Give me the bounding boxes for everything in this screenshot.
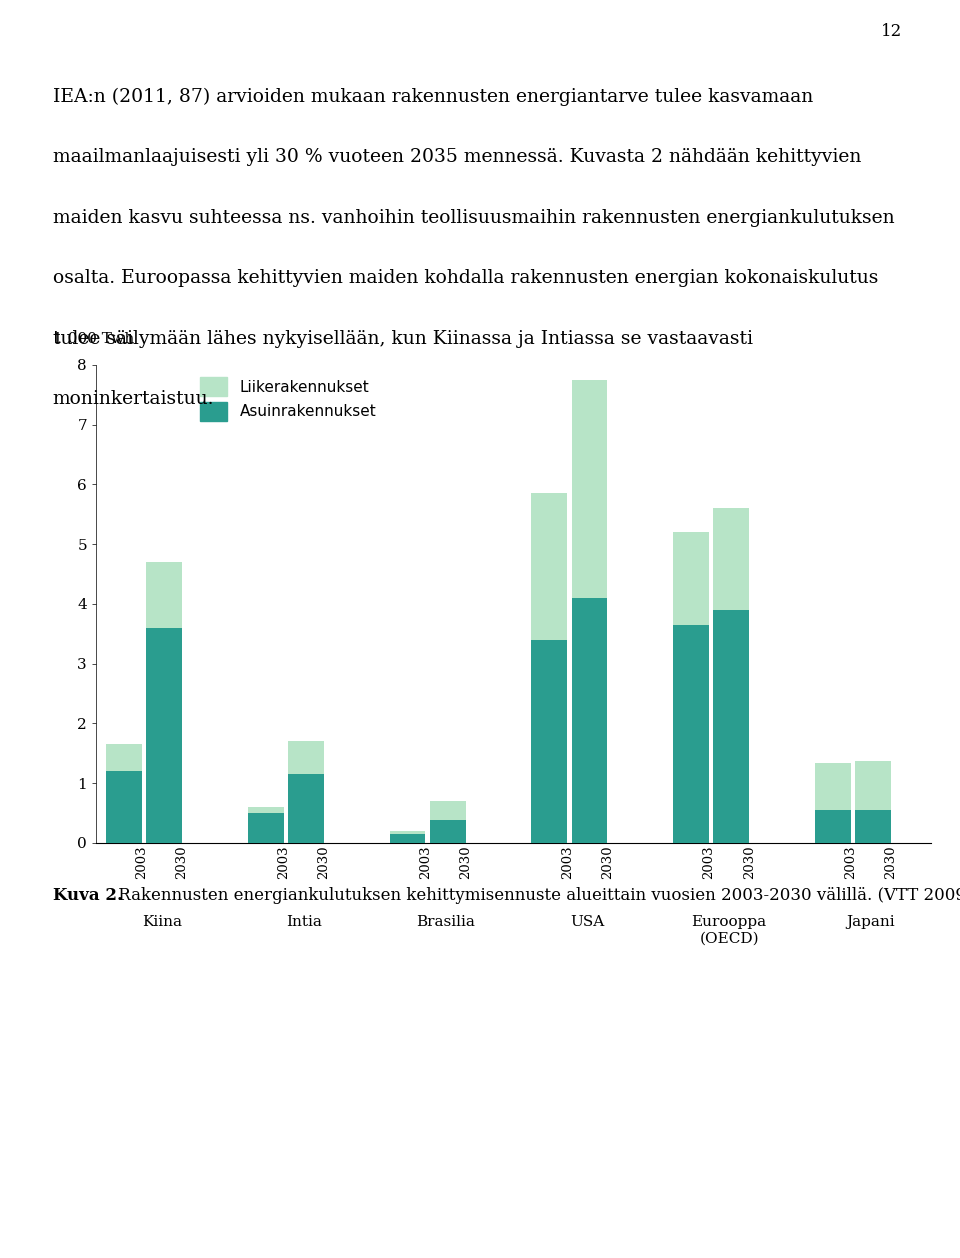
Bar [855, 810, 891, 843]
Text: tulee säilymään lähes nykyisellään, kun Kiinassa ja Intiassa se vastaavasti: tulee säilymään lähes nykyisellään, kun … [53, 330, 753, 347]
Bar [815, 810, 851, 843]
Text: Japani: Japani [847, 915, 896, 930]
Bar [713, 508, 749, 610]
Text: USA: USA [570, 915, 605, 930]
Text: Brasilia: Brasilia [416, 915, 475, 930]
Text: 12: 12 [881, 23, 902, 40]
Bar [106, 771, 142, 843]
Text: Rakennusten energiankulutuksen kehittymisennuste alueittain vuosien 2003-2030 vä: Rakennusten energiankulutuksen kehittymi… [113, 887, 960, 905]
Text: Eurooppa
(OECD): Eurooppa (OECD) [691, 915, 767, 945]
Text: maiden kasvu suhteessa ns. vanhoihin teollisuusmaihin rakennusten energiankulutu: maiden kasvu suhteessa ns. vanhoihin teo… [53, 209, 895, 226]
Text: maailmanlaajuisesti yli 30 % vuoteen 2035 mennessä. Kuvasta 2 nähdään kehittyvie: maailmanlaajuisesti yli 30 % vuoteen 203… [53, 148, 861, 166]
Bar [146, 628, 182, 843]
Text: osalta. Euroopassa kehittyvien maiden kohdalla rakennusten energian kokonaiskulu: osalta. Euroopassa kehittyvien maiden ko… [53, 269, 878, 287]
Bar [673, 532, 709, 625]
Bar [571, 598, 608, 843]
Bar [673, 625, 709, 843]
Text: IEA:n (2011, 87) arvioiden mukaan rakennusten energiantarve tulee kasvamaan: IEA:n (2011, 87) arvioiden mukaan rakenn… [53, 88, 813, 107]
Bar [430, 801, 466, 820]
Text: Intia: Intia [286, 915, 322, 930]
Legend: Liikerakennukset, Asuinrakennukset: Liikerakennukset, Asuinrakennukset [200, 377, 376, 420]
Text: 1 000 Twh: 1 000 Twh [53, 332, 134, 346]
Bar [390, 834, 425, 843]
Text: Kuva 2.: Kuva 2. [53, 887, 123, 905]
Bar [248, 813, 283, 843]
Bar [146, 562, 182, 628]
Bar [288, 774, 324, 843]
Bar [532, 493, 567, 639]
Bar [571, 380, 608, 598]
Bar [532, 639, 567, 843]
Text: moninkertaistuu.: moninkertaistuu. [53, 390, 214, 408]
Bar [713, 610, 749, 843]
Bar [288, 741, 324, 774]
Bar [248, 808, 283, 813]
Bar [390, 830, 425, 834]
Bar [430, 820, 466, 843]
Text: Kiina: Kiina [142, 915, 181, 930]
Bar [106, 745, 142, 771]
Bar [815, 764, 851, 810]
Bar [855, 761, 891, 810]
